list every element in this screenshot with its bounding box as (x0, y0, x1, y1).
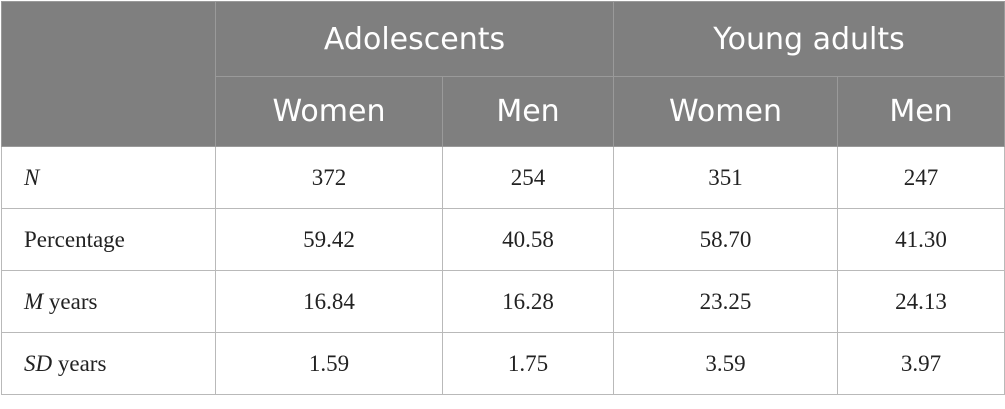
row-label-mean-years: M years (1, 270, 216, 333)
subgroup-header-young-adults-women: Women (613, 76, 839, 147)
table-cell: 247 (837, 146, 1005, 209)
group-header-row: Adolescents Young adults (1, 1, 1005, 147)
table-row-sd-years: SD years 1.59 1.75 3.59 3.97 (1, 332, 1005, 395)
row-label-text: Percentage (24, 226, 125, 252)
row-label-n: N (1, 146, 216, 209)
corner-cell (1, 1, 216, 147)
group-header-young-adults: Young adults (613, 1, 1005, 77)
table-cell: 1.59 (215, 332, 443, 395)
table-cell: 24.13 (837, 270, 1005, 333)
row-label-percentage: Percentage (1, 208, 216, 271)
subgroup-header-young-adults-men: Men (837, 76, 1005, 147)
table-cell: 41.30 (837, 208, 1005, 271)
table-cell: 372 (215, 146, 443, 209)
row-label-italic: N (24, 164, 40, 190)
table-cell: 16.84 (215, 270, 443, 333)
table-cell: 351 (613, 146, 839, 209)
table-row-percentage: Percentage 59.42 40.58 58.70 41.30 (1, 208, 1005, 271)
table-row-mean-years: M years 16.84 16.28 23.25 24.13 (1, 270, 1005, 333)
row-label-text: years (52, 350, 107, 376)
table-cell: 16.28 (441, 270, 615, 333)
subgroup-header-adolescents-men: Men (441, 76, 615, 147)
table-cell: 40.58 (441, 208, 615, 271)
table-cell: 58.70 (613, 208, 839, 271)
row-label-text: years (43, 288, 98, 314)
table-cell: 3.97 (837, 332, 1005, 395)
subgroup-header-row: Women Men Women Men (2, 76, 1005, 147)
subgroup-header-adolescents-women: Women (215, 76, 443, 147)
table-row-n: N 372 254 351 247 (1, 146, 1005, 209)
row-label-sd-years: SD years (1, 332, 216, 395)
row-label-italic: M (24, 288, 44, 314)
table-cell: 23.25 (613, 270, 839, 333)
table-cell: 3.59 (613, 332, 839, 395)
row-label-italic: SD (24, 350, 53, 376)
table-cell: 1.75 (441, 332, 615, 395)
table-cell: 254 (441, 146, 615, 209)
demographics-table: Adolescents Young adults Women Men Women… (1, 1, 1005, 395)
table-cell: 59.42 (215, 208, 443, 271)
group-header-adolescents: Adolescents (214, 1, 615, 77)
